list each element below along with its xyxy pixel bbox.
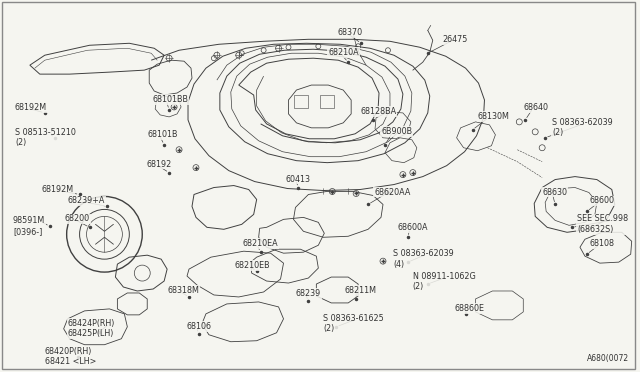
Text: 68860E: 68860E [454,304,484,313]
Text: 68192M: 68192M [15,103,47,112]
Text: 68420P(RH)
68421 <LH>: 68420P(RH) 68421 <LH> [45,347,96,366]
Text: 68130M: 68130M [477,112,509,121]
Text: S 08363-61625
(2): S 08363-61625 (2) [323,314,384,333]
Text: 68101BB: 68101BB [152,95,188,104]
Text: 68101B: 68101B [147,130,178,139]
Text: 68239: 68239 [296,289,321,298]
Text: 68106: 68106 [186,322,211,331]
Text: 68370: 68370 [337,28,362,37]
Text: 68600A: 68600A [398,223,428,232]
Text: 60413: 60413 [285,174,310,184]
Text: 98591M
[0396-]: 98591M [0396-] [13,217,45,236]
Text: 68600: 68600 [590,196,615,205]
Text: 68630: 68630 [542,187,567,196]
Text: 6B900B: 6B900B [381,127,412,136]
Text: N 08911-1062G
(2): N 08911-1062G (2) [413,272,476,292]
Text: SEE SEC.998
(68632S): SEE SEC.998 (68632S) [577,214,628,234]
Text: S 08513-51210
(2): S 08513-51210 (2) [15,128,76,147]
Text: 68318M: 68318M [167,286,199,295]
Text: 68211M: 68211M [344,286,376,295]
Text: 68128BA: 68128BA [360,107,396,116]
Text: A680(0072: A680(0072 [587,354,628,363]
Text: 68210EA: 68210EA [243,239,278,248]
Text: 68192M: 68192M [42,185,74,193]
Text: S 08363-62039
(4): S 08363-62039 (4) [393,249,454,269]
Text: 68192: 68192 [146,160,172,169]
Text: S 08363-62039
(2): S 08363-62039 (2) [552,118,613,137]
Text: 68640: 68640 [524,103,548,112]
Text: 68620AA: 68620AA [374,187,410,196]
Text: 68210EB: 68210EB [235,261,270,270]
Text: 68108: 68108 [590,239,615,248]
Text: 68210A: 68210A [328,48,359,57]
Text: 26475: 26475 [443,35,468,44]
Text: 68424P(RH)
68425P(LH): 68424P(RH) 68425P(LH) [68,319,115,338]
Text: 68239+A: 68239+A [68,196,105,205]
Text: 68200: 68200 [65,214,90,224]
